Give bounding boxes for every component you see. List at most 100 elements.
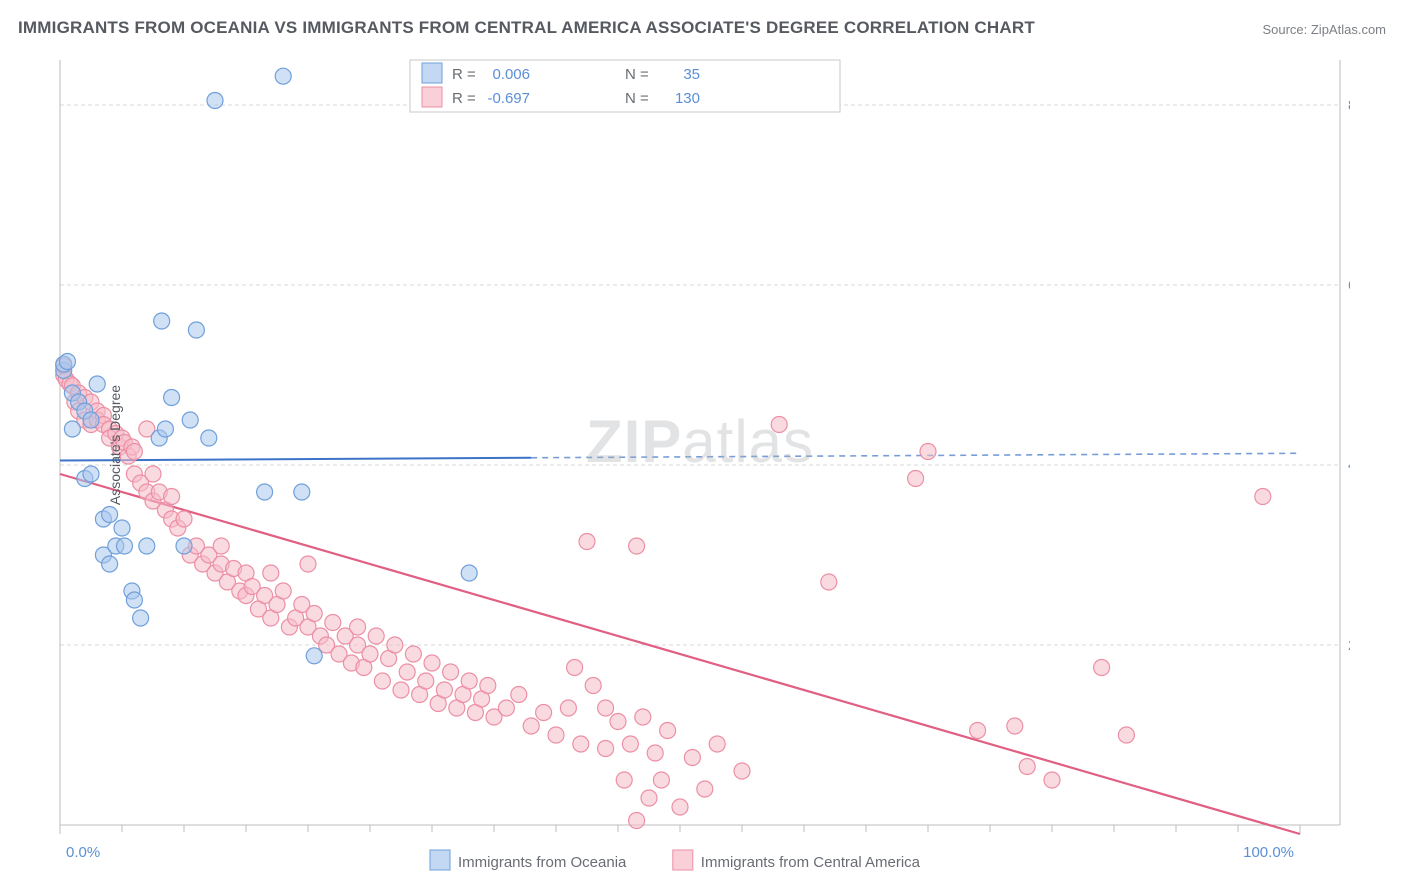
y-tick-label: 40.0% <box>1348 457 1350 474</box>
chart-title: IMMIGRANTS FROM OCEANIA VS IMMIGRANTS FR… <box>18 18 1035 38</box>
data-point <box>387 637 403 653</box>
data-point <box>207 93 223 109</box>
legend-swatch <box>673 850 693 870</box>
data-point <box>405 646 421 662</box>
data-point <box>1255 489 1271 505</box>
legend-r-value: 0.006 <box>492 66 530 83</box>
data-point <box>325 615 341 631</box>
legend-series-label: Immigrants from Oceania <box>458 854 627 871</box>
legend-r-value: -0.697 <box>487 90 530 107</box>
data-point <box>306 648 322 664</box>
data-point <box>418 673 434 689</box>
data-point <box>672 799 688 815</box>
data-point <box>920 444 936 460</box>
data-point <box>629 813 645 829</box>
data-point <box>498 700 514 716</box>
data-point <box>157 421 173 437</box>
data-point <box>116 538 132 554</box>
data-point <box>154 313 170 329</box>
data-point <box>1118 727 1134 743</box>
data-point <box>1019 759 1035 775</box>
data-point <box>257 484 273 500</box>
data-point <box>684 750 700 766</box>
data-point <box>182 412 198 428</box>
chart-svg: 20.0% 40.0% 60.0% 80.0% 0.0% 100.0% R = 0.006 N … <box>50 55 1350 885</box>
data-point <box>102 556 118 572</box>
legend-n-label: N = <box>625 66 649 83</box>
data-point <box>536 705 552 721</box>
data-point <box>523 718 539 734</box>
data-point <box>188 322 204 338</box>
data-point <box>83 466 99 482</box>
data-point <box>164 390 180 406</box>
data-point <box>821 574 837 590</box>
data-point <box>176 538 192 554</box>
data-point <box>598 741 614 757</box>
data-point <box>350 619 366 635</box>
data-point <box>399 664 415 680</box>
data-point <box>176 511 192 527</box>
y-tick-label: 20.0% <box>1348 637 1350 654</box>
data-point <box>585 678 601 694</box>
data-point <box>300 556 316 572</box>
data-point <box>647 745 663 761</box>
data-point <box>59 354 75 370</box>
data-point <box>970 723 986 739</box>
data-point <box>368 628 384 644</box>
data-point <box>64 421 80 437</box>
data-point <box>362 646 378 662</box>
data-point <box>709 736 725 752</box>
legend-series-label: Immigrants from Central America <box>701 854 921 871</box>
legend-n-label: N = <box>625 90 649 107</box>
data-point <box>598 700 614 716</box>
data-point <box>908 471 924 487</box>
data-point <box>567 660 583 676</box>
data-point <box>133 610 149 626</box>
legend-swatch <box>422 63 442 83</box>
data-point <box>480 678 496 694</box>
data-point <box>374 673 390 689</box>
y-tick-label: 60.0% <box>1348 277 1350 294</box>
legend-r-label: R = <box>452 66 476 83</box>
data-point <box>102 507 118 523</box>
data-point <box>114 520 130 536</box>
chart-plot-area: Associate's Degree 20.0% 40.0% 60.0% 80.0% 0… <box>50 55 1350 835</box>
y-axis-label: Associate's Degree <box>107 385 123 505</box>
data-point <box>306 606 322 622</box>
data-point <box>1044 772 1060 788</box>
legend-swatch <box>430 850 450 870</box>
data-point <box>610 714 626 730</box>
data-point <box>548 727 564 743</box>
x-tick-label: 0.0% <box>66 844 100 861</box>
data-point <box>275 68 291 84</box>
legend-r-label: R = <box>452 90 476 107</box>
data-point <box>697 781 713 797</box>
data-point <box>443 664 459 680</box>
data-point <box>771 417 787 433</box>
data-point <box>393 682 409 698</box>
data-point <box>511 687 527 703</box>
data-point <box>83 412 99 428</box>
data-point <box>139 538 155 554</box>
data-point <box>201 430 217 446</box>
legend-swatch <box>422 87 442 107</box>
data-point <box>629 538 645 554</box>
data-point <box>294 484 310 500</box>
data-point <box>560 700 576 716</box>
data-point <box>126 592 142 608</box>
x-tick-label: 100.0% <box>1243 844 1294 861</box>
data-point <box>275 583 291 599</box>
legend-n-value: 130 <box>675 90 700 107</box>
data-point <box>213 538 229 554</box>
data-point <box>436 682 452 698</box>
data-point <box>1094 660 1110 676</box>
data-point <box>616 772 632 788</box>
y-tick-label: 80.0% <box>1348 97 1350 114</box>
data-point <box>89 376 105 392</box>
data-point <box>424 655 440 671</box>
data-point <box>1007 718 1023 734</box>
data-point <box>653 772 669 788</box>
legend-n-value: 35 <box>683 66 700 83</box>
data-point <box>734 763 750 779</box>
source-label: Source: ZipAtlas.com <box>1262 22 1386 37</box>
